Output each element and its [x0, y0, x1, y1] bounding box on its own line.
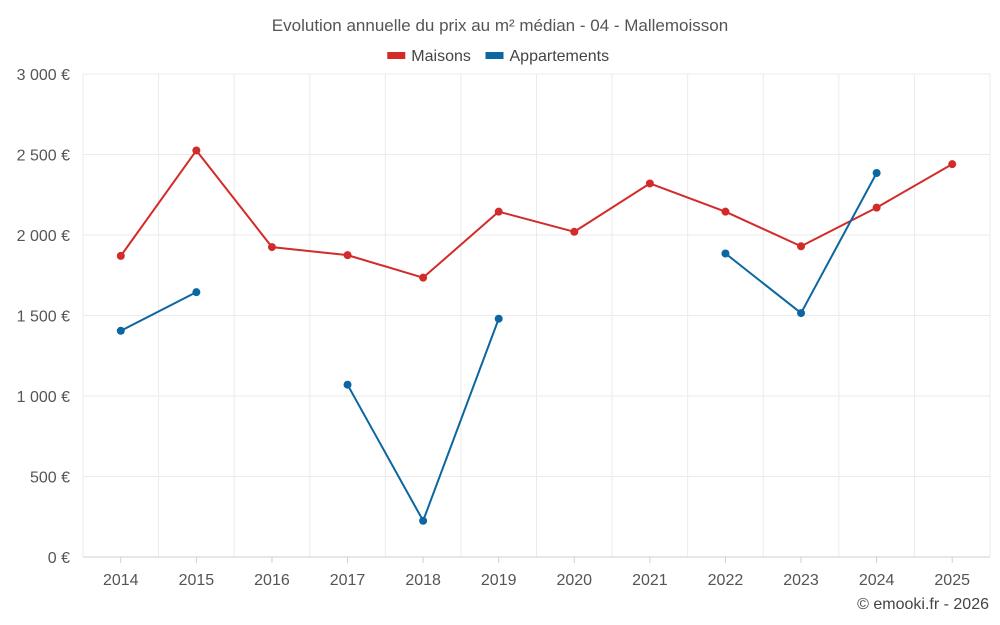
- data-point-appartements[interactable]: [797, 309, 806, 318]
- y-tick-label: 1 000 €: [17, 389, 70, 406]
- data-point-maisons[interactable]: [645, 179, 654, 188]
- data-point-appartements[interactable]: [192, 288, 201, 297]
- data-point-appartements[interactable]: [494, 314, 503, 323]
- series-line-appartements: [120, 291, 197, 332]
- data-point-appartements[interactable]: [343, 380, 352, 389]
- x-tick-label: 2016: [254, 572, 290, 589]
- y-axis-ticks: 0 € 500 € 1 000 € 1 500 € 2 000 € 2 500 € 3 00…: [17, 67, 70, 567]
- x-tick-label: 2018: [405, 572, 441, 589]
- x-tick-label: 2023: [783, 572, 819, 589]
- data-point-appartements[interactable]: [872, 169, 881, 178]
- series-appartements: [116, 169, 881, 525]
- x-tick-label: 2019: [481, 572, 517, 589]
- series-maisons: [116, 146, 957, 282]
- data-point-maisons[interactable]: [267, 243, 276, 252]
- y-tick-label: 3 000 €: [17, 67, 70, 84]
- legend-swatch: [485, 52, 504, 59]
- legend-swatch: [387, 52, 406, 59]
- series-line-maisons: [119, 149, 953, 279]
- x-tick-label: 2014: [103, 572, 139, 589]
- x-tick-label: 2025: [934, 572, 970, 589]
- legend-item-appartements[interactable]: Appartements: [485, 48, 610, 65]
- data-point-appartements[interactable]: [419, 516, 428, 525]
- data-point-maisons[interactable]: [343, 251, 352, 260]
- legend-label: Maisons: [411, 48, 471, 65]
- y-tick-label: 1 500 €: [17, 309, 70, 326]
- series-line-appartements: [346, 318, 500, 522]
- y-tick-label: 0 €: [48, 550, 70, 567]
- data-point-maisons[interactable]: [797, 242, 806, 251]
- credit-text: © emooki.fr - 2026: [857, 596, 989, 613]
- data-point-maisons[interactable]: [570, 227, 579, 236]
- legend-item-maisons[interactable]: Maisons: [387, 48, 471, 65]
- series-group: [116, 146, 957, 525]
- y-tick-label: 2 000 €: [17, 228, 70, 245]
- data-point-maisons[interactable]: [948, 160, 957, 169]
- chart-title: Evolution annuelle du prix au m² médian …: [272, 16, 728, 35]
- x-tick-label: 2015: [179, 572, 215, 589]
- data-point-appartements[interactable]: [116, 326, 125, 335]
- data-point-maisons[interactable]: [494, 207, 503, 216]
- data-point-maisons[interactable]: [872, 203, 881, 212]
- data-point-appartements[interactable]: [721, 249, 730, 258]
- y-tick-label: 500 €: [30, 470, 70, 487]
- x-tick-label: 2020: [556, 572, 592, 589]
- data-point-maisons[interactable]: [116, 251, 125, 260]
- data-point-maisons[interactable]: [419, 273, 428, 282]
- x-axis-ticks: 2014 2015 2016 2017 2018 2019 2020 2021 2022 2023…: [103, 572, 970, 589]
- x-tick-label: 2022: [708, 572, 744, 589]
- legend: Maisons Appartements: [387, 48, 609, 65]
- x-tick-label: 2024: [859, 572, 895, 589]
- legend-label: Appartements: [510, 48, 610, 65]
- x-tick-label: 2017: [330, 572, 366, 589]
- x-tick-label: 2021: [632, 572, 668, 589]
- data-point-maisons[interactable]: [721, 207, 730, 216]
- data-point-maisons[interactable]: [192, 146, 201, 155]
- grid: [82, 73, 991, 563]
- y-tick-label: 2 500 €: [17, 148, 70, 165]
